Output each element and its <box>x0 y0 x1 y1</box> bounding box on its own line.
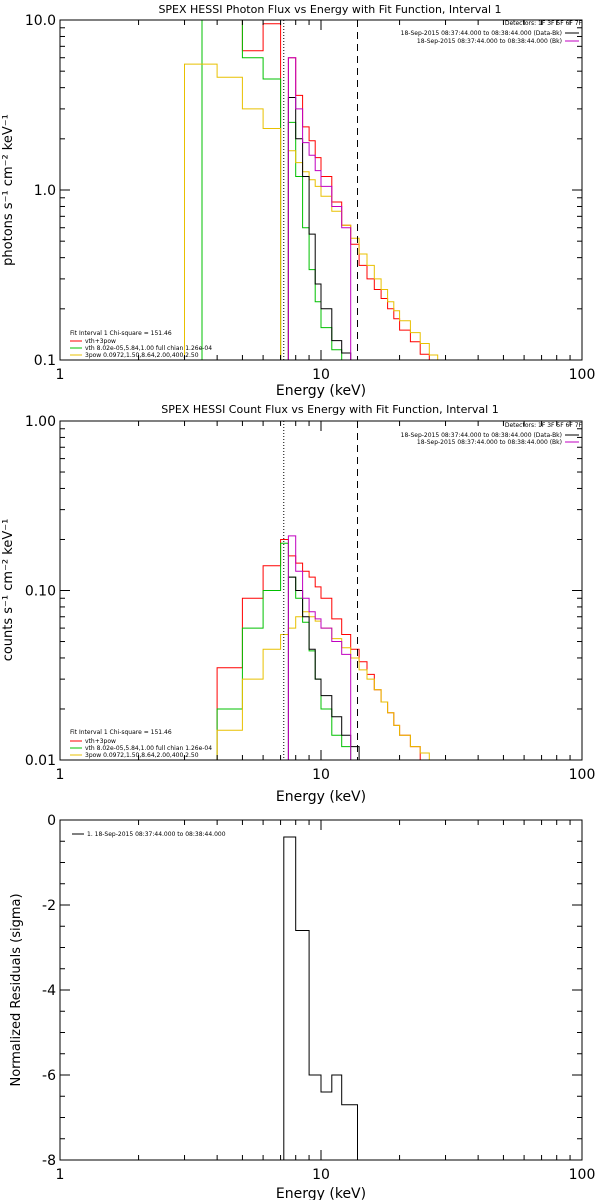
resid-ylabel: Normalized Residuals (sigma) <box>9 893 24 1086</box>
photon-ylabel: photons s⁻¹ cm⁻² keV⁻¹ <box>1 114 16 266</box>
photon-ytick-label: 0.1 <box>34 353 56 369</box>
photon-xtick-label: 10 <box>312 367 330 383</box>
photon-xtick-label: 1 <box>56 367 65 383</box>
resid-xtick-label: 10 <box>312 1167 330 1183</box>
photon-legend-detectors: Detectors: 1F 3F 5F 6F 7F <box>505 20 583 27</box>
count-legend-bk: 18-Sep-2015 08:37:44.000 to 08:38:44.000… <box>417 439 562 446</box>
photon-legend-databk: 18-Sep-2015 08:37:44.000 to 08:38:44.000… <box>401 30 562 37</box>
count-series-0-line <box>216 539 421 760</box>
resid-axes: 1 10 100 0 -2 -4 -6 -8 <box>42 813 595 1183</box>
photon-xtick-label: 100 <box>569 367 596 383</box>
resid-plot-frame <box>59 819 583 1161</box>
photon-series-0-line <box>201 20 430 360</box>
count-series-2-line <box>216 611 438 760</box>
photon-ytick-label: 1.0 <box>34 183 56 199</box>
resid-ytick-label: -4 <box>42 983 56 999</box>
photon-legend-bk: 18-Sep-2015 08:37:44.000 to 08:38:44.000… <box>417 38 562 45</box>
count-legend-detectors: Detectors: 1F 3F 5F 6F 7F <box>505 422 583 429</box>
photon-axes: 1 10 100 0.1 1.0 10.0 <box>25 13 596 383</box>
count-legend-left: Fit Interval 1 Chi-square = 151.46 vth+3… <box>70 729 212 759</box>
count-legend-right: Detectors: 1F 3F 5F 6F 7F 18-Sep-2015 08… <box>401 422 583 446</box>
resid-legend: 1. 18-Sep-2015 08:37:44.000 to 08:38:44.… <box>72 831 226 838</box>
count-legend-red: vth+3pow <box>85 738 116 745</box>
photon-xlabel: Energy (keV) <box>276 383 366 399</box>
resid-series-0-line <box>283 836 358 1160</box>
photon-series-3-line <box>287 97 352 360</box>
count-series-lines <box>216 535 438 760</box>
count-ytick-label: 0.10 <box>25 584 56 600</box>
count-vlines <box>283 421 359 760</box>
resid-series-lines <box>283 836 358 1160</box>
resid-ytick-label: -6 <box>42 1068 56 1084</box>
photon-title: SPEX HESSI Photon Flux vs Energy with Fi… <box>158 3 501 16</box>
count-series-3-line <box>287 576 360 760</box>
count-ytick-label: 1.00 <box>25 414 56 430</box>
count-xtick-label: 10 <box>312 767 330 783</box>
photon-legend-yellow: 3pow 0.0972,1.50,8.64,2.00,400,2.50 <box>85 352 199 359</box>
count-legend-databk: 18-Sep-2015 08:37:44.000 to 08:38:44.000… <box>401 432 562 439</box>
count-xtick-label: 1 <box>56 767 65 783</box>
resid-ytick-label: -8 <box>42 1153 56 1169</box>
resid-legend-entry: 1. 18-Sep-2015 08:37:44.000 to 08:38:44.… <box>87 831 226 838</box>
photon-vlines <box>283 20 359 360</box>
residuals-panel: Normalized Residuals (sigma) Energy (keV… <box>9 813 595 1200</box>
count-ytick-label: 0.01 <box>25 753 56 769</box>
resid-xlabel: Energy (keV) <box>276 1186 366 1200</box>
photon-flux-panel: SPEX HESSI Photon Flux vs Energy with Fi… <box>1 3 595 399</box>
count-flux-panel: SPEX HESSI Count Flux vs Energy with Fit… <box>1 403 595 805</box>
resid-xtick-label: 1 <box>56 1167 65 1183</box>
count-xtick-label: 100 <box>569 767 596 783</box>
count-legend-green: vth 8.02e-05,5.84,1.00 full chian 1.26e-… <box>85 745 212 752</box>
photon-series-2-line <box>184 63 446 360</box>
photon-series-4-line <box>287 57 352 360</box>
photon-legend-fit: Fit Interval 1 Chi-square = 151.46 <box>70 330 172 337</box>
photon-series-lines <box>184 20 446 360</box>
count-axes: 1 10 100 0.01 0.10 1.00 <box>25 414 596 783</box>
count-legend-yellow: 3pow 0.0972,1.50,8.64,2.00,400,2.50 <box>85 752 199 759</box>
photon-legend-right: Detectors: 1F 3F 5F 6F 7F 18-Sep-2015 08… <box>401 20 583 45</box>
photon-ytick-label: 10.0 <box>25 13 56 29</box>
count-legend-fit: Fit Interval 1 Chi-square = 151.46 <box>70 729 172 736</box>
count-xlabel: Energy (keV) <box>276 789 366 805</box>
resid-ytick-label: -2 <box>42 898 56 914</box>
resid-ytick-label: 0 <box>47 813 56 829</box>
count-series-4-line <box>287 535 352 760</box>
photon-legend-green: vth 8.02e-05,5.84,1.00 full chian 1.26e-… <box>85 345 212 352</box>
photon-legend-left: Fit Interval 1 Chi-square = 151.46 vth+3… <box>70 330 212 359</box>
count-ylabel: counts s⁻¹ cm⁻² keV⁻¹ <box>1 519 16 662</box>
resid-xtick-label: 100 <box>569 1167 596 1183</box>
photon-legend-red: vth+3pow <box>85 338 116 345</box>
count-title: SPEX HESSI Count Flux vs Energy with Fit… <box>161 403 498 416</box>
